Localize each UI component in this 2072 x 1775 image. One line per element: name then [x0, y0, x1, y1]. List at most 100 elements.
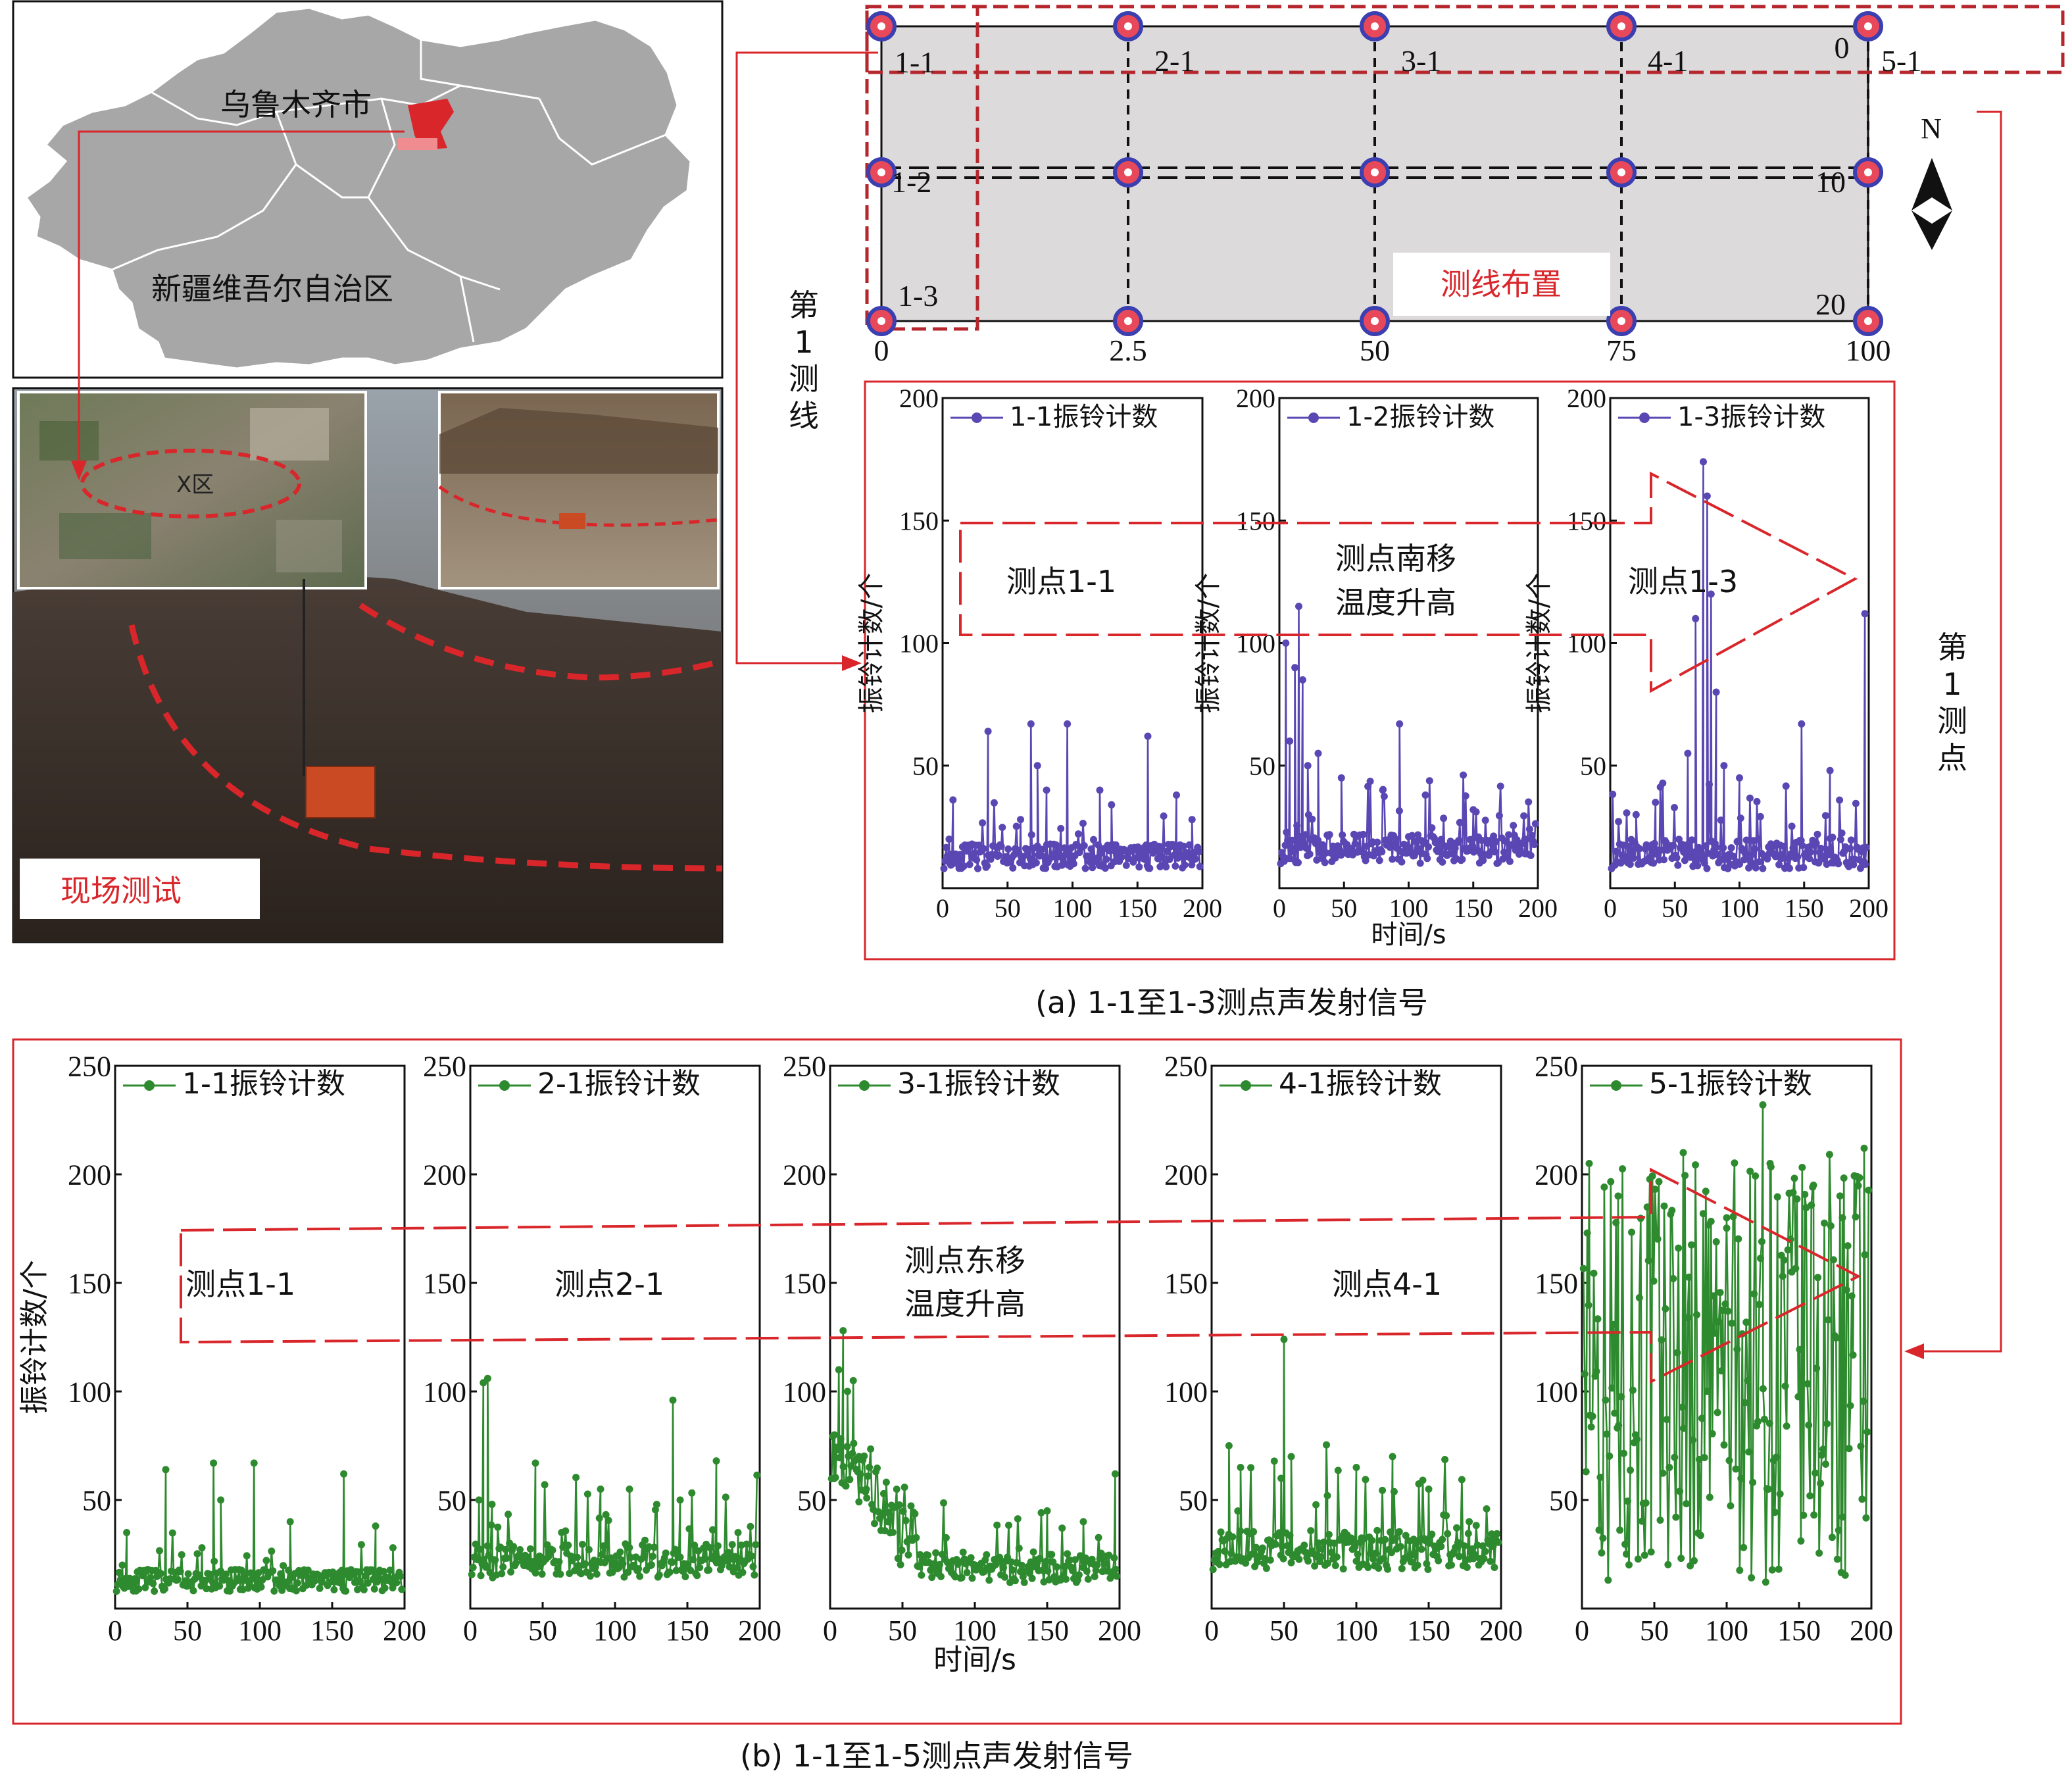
- data-point: [842, 1482, 850, 1490]
- x-tick-label: 50: [995, 893, 1021, 923]
- data-point: [562, 1527, 570, 1535]
- data-point: [1314, 749, 1322, 757]
- data-point: [1585, 1301, 1592, 1309]
- data-point: [1307, 1527, 1315, 1535]
- data-point: [1693, 1311, 1700, 1318]
- data-point: [636, 1572, 644, 1580]
- data-point: [674, 1546, 681, 1554]
- data-point: [1642, 1499, 1650, 1507]
- data-point: [494, 1523, 502, 1531]
- data-point: [1752, 1172, 1760, 1180]
- data-point: [380, 1568, 387, 1575]
- data-point: [1727, 1502, 1735, 1510]
- grid-y-tick: 0: [1835, 31, 1850, 64]
- data-point: [1058, 1524, 1066, 1532]
- y-tick-label: 250: [68, 1050, 111, 1082]
- data-point: [1300, 1541, 1308, 1549]
- data-point: [1754, 836, 1762, 843]
- legend-label: 1-1振铃计数: [182, 1067, 345, 1101]
- data-point: [303, 1581, 310, 1589]
- data-point: [1707, 590, 1715, 598]
- data-point: [1314, 836, 1322, 844]
- data-point: [1675, 1244, 1683, 1252]
- data-point: [1375, 857, 1383, 864]
- data-point: [943, 843, 950, 851]
- data-point: [620, 1573, 628, 1581]
- data-point: [1402, 1532, 1410, 1539]
- data-point: [1325, 831, 1333, 839]
- data-point: [1196, 863, 1204, 870]
- data-point: [1712, 1238, 1720, 1245]
- data-point: [1747, 851, 1755, 859]
- data-point: [340, 1470, 348, 1478]
- data-point: [330, 1586, 338, 1593]
- data-point: [1836, 796, 1844, 804]
- data-point: [381, 1584, 389, 1592]
- data-point: [1375, 1564, 1383, 1572]
- data-point: [1270, 1457, 1278, 1465]
- data-point: [1775, 1565, 1783, 1573]
- data-point: [1611, 1409, 1619, 1417]
- data-point: [1860, 1144, 1868, 1152]
- data-point: [1845, 1445, 1853, 1453]
- data-point: [1421, 791, 1429, 799]
- data-point: [662, 1549, 670, 1557]
- data-point: [1295, 1555, 1303, 1563]
- data-point: [342, 1587, 350, 1595]
- data-point: [1366, 778, 1374, 786]
- data-point: [1860, 1397, 1867, 1405]
- data-point: [1278, 1542, 1286, 1550]
- data-point: [849, 1449, 856, 1457]
- y-tick-label: 50: [1179, 1484, 1208, 1516]
- x-tick-label: 150: [310, 1614, 354, 1647]
- data-point: [1607, 1178, 1615, 1186]
- data-point: [1334, 1466, 1342, 1474]
- measuring-point-5-3: [1853, 306, 1883, 336]
- data-point: [274, 1576, 282, 1584]
- legend-marker: [972, 413, 982, 423]
- data-point: [1237, 1527, 1245, 1535]
- data-point: [1440, 814, 1448, 822]
- data-point: [285, 1566, 293, 1574]
- data-point: [1488, 1530, 1496, 1538]
- data-point: [1688, 836, 1696, 844]
- data-point: [1723, 1214, 1731, 1222]
- data-point: [1671, 804, 1678, 811]
- data-point: [599, 1542, 607, 1550]
- data-point: [1234, 1507, 1242, 1515]
- data-point: [1319, 1545, 1326, 1553]
- data-point: [1362, 857, 1369, 864]
- data-point: [1423, 855, 1431, 863]
- x-tick-label: 100: [238, 1614, 282, 1647]
- data-point: [1612, 847, 1620, 855]
- data-point: [885, 1509, 893, 1516]
- data-point: [1643, 1203, 1651, 1211]
- measuring-point-3-3: [1360, 306, 1390, 336]
- chart-a-2: 0 50 100 150 200 50 100 150 200 振铃计数/个时间/s 1-2振铃计数: [1193, 384, 1558, 950]
- north-arrow-icon: [1912, 158, 1952, 250]
- data-point: [595, 1514, 603, 1522]
- data-point: [1108, 801, 1116, 809]
- data-point: [1674, 861, 1682, 869]
- data-point: [1812, 1469, 1819, 1477]
- data-point: [1753, 797, 1761, 805]
- data-point: [1311, 1562, 1319, 1570]
- data-point: [1227, 1550, 1235, 1557]
- data-point: [1441, 1456, 1449, 1463]
- grid-y-tick: 20: [1815, 288, 1846, 321]
- data-point: [714, 1542, 722, 1550]
- data-point: [184, 1570, 192, 1578]
- data-point: [734, 1529, 742, 1536]
- data-point: [1367, 1549, 1375, 1557]
- data-point: [1455, 837, 1462, 845]
- data-point: [1767, 1163, 1775, 1171]
- data-point: [1188, 816, 1196, 824]
- data-point: [368, 1566, 376, 1574]
- data-point: [1510, 822, 1517, 830]
- data-point: [482, 1563, 490, 1571]
- data-point: [1012, 822, 1020, 830]
- data-point: [488, 1501, 496, 1509]
- data-point: [1644, 1257, 1652, 1264]
- data-point: [1736, 774, 1743, 782]
- data-point: [1379, 786, 1387, 793]
